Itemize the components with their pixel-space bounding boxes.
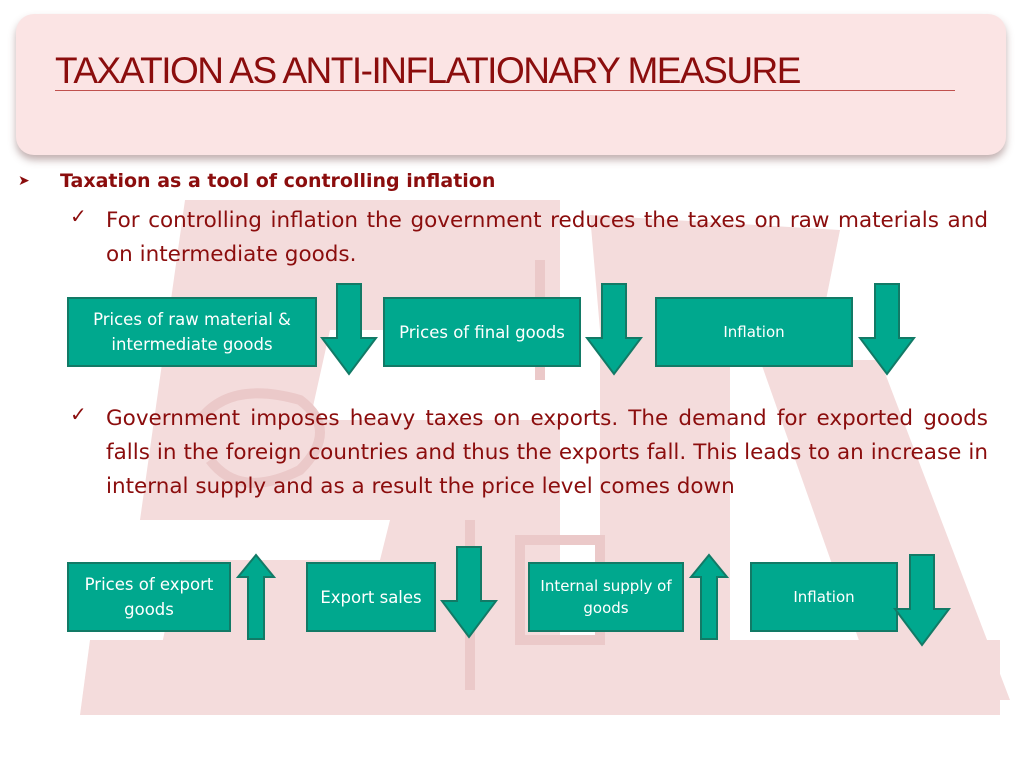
up-arrow-icon [689,553,729,640]
flow1-box-inflation: Inflation [655,297,853,367]
bullet-main-text: Taxation as a tool of controlling inflat… [60,170,496,192]
flow2-box-internal-supply: Internal supply of goods [528,562,684,632]
point-2-text: Government imposes heavy taxes on export… [106,406,988,499]
checkmark-icon: ✓ [70,402,87,426]
flow2-box-export-prices: Prices of export goods [67,562,231,632]
slide-title: TAXATION AS ANTI-INFLATIONARY MEASURE [55,50,801,91]
arrow-bullet-icon: ➤ [18,173,30,189]
down-arrow-icon [320,283,378,376]
flow1-box-final-goods-prices: Prices of final goods [383,297,581,367]
flow1-box-raw-material-prices: Prices of raw material & intermediate go… [67,297,317,367]
title-underline [55,90,955,91]
point-1-text: For controlling inflation the government… [106,208,988,267]
down-arrow-icon [440,546,498,639]
bullet-main: ➤ Taxation as a tool of controlling infl… [18,170,495,192]
down-arrow-icon [858,283,916,376]
up-arrow-icon [236,553,276,640]
checkmark-icon: ✓ [70,204,87,228]
flow2-box-inflation: Inflation [750,562,898,632]
point-2: ✓ Government imposes heavy taxes on expo… [70,402,988,504]
title-banner [16,14,1006,155]
flow2-box-export-sales: Export sales [306,562,436,632]
down-arrow-icon [585,283,643,376]
down-arrow-icon [893,554,951,647]
point-1: ✓ For controlling inflation the governme… [70,204,988,272]
